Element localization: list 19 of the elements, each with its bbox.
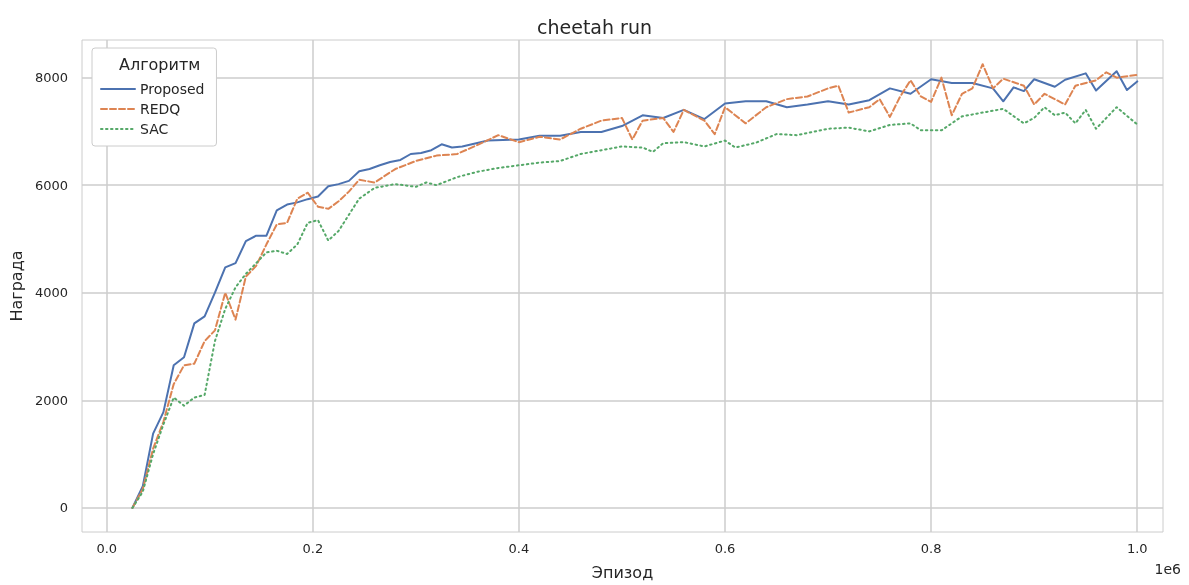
- x-tick-label: 1.0: [1126, 541, 1148, 556]
- legend-label: REDQ: [140, 101, 181, 117]
- x-tick-label: 0.6: [714, 541, 736, 556]
- chart-title: cheetah run: [537, 15, 652, 38]
- x-tick-label: 0.2: [302, 541, 324, 556]
- x-tick-label: 0.4: [508, 541, 530, 556]
- x-tick-label: 0.0: [96, 541, 118, 556]
- y-tick-label: 8000: [34, 70, 68, 86]
- text: 1e6: [1154, 561, 1182, 577]
- y-tick-label: 4000: [34, 285, 68, 301]
- y-tick-label: 2000: [34, 392, 68, 408]
- legend-label: SAC: [140, 121, 169, 137]
- y-axis-title: Награда: [6, 250, 26, 322]
- legend-title: Алгоритм: [119, 54, 201, 74]
- legend-label: Proposed: [140, 81, 205, 97]
- x-tick-label: 0.8: [920, 541, 942, 556]
- y-tick-label: 6000: [34, 177, 68, 193]
- y-tick-label: 0: [59, 500, 68, 516]
- x-axis-title: Эпизод: [591, 562, 654, 582]
